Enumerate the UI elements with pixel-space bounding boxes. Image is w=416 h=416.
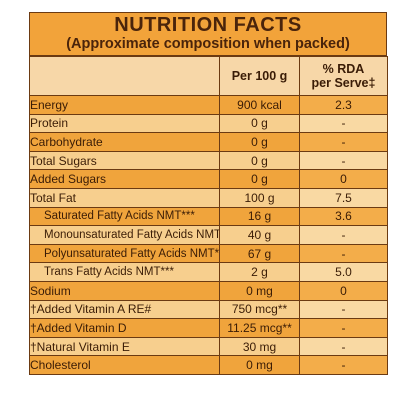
table-row: †Natural Vitamin E 30 mg -	[29, 336, 388, 357]
nutrient-value: 11.25 mcg**	[219, 318, 300, 338]
nutrient-rda: -	[299, 132, 388, 152]
nutrient-value: 0 mg	[219, 280, 300, 301]
nutrition-header: NUTRITION FACTS (Approximate composition…	[29, 12, 387, 56]
nutrient-rda: 0	[299, 169, 388, 189]
table-row: Carbohydrate 0 g -	[29, 132, 388, 152]
nutrient-rda: 7.5	[299, 187, 388, 208]
nutrition-table: Per 100 g % RDA per Serve‡ Energy 900 kca…	[29, 56, 388, 375]
nutrient-name: †Natural Vitamin E	[29, 336, 220, 357]
nutrient-rda: -	[299, 355, 388, 375]
per-100g-column-header: Per 100 g	[219, 56, 300, 96]
nutrient-rda: -	[299, 225, 388, 245]
nutrition-title: NUTRITION FACTS	[114, 14, 302, 36]
table-row: Total Fat 100 g 7.5	[29, 187, 388, 208]
nutrient-rda: -	[299, 318, 388, 338]
nutrient-rda: -	[299, 336, 388, 357]
table-row: Cholesterol 0 mg -	[29, 355, 388, 375]
nutrient-value: 750 mcg**	[219, 299, 300, 320]
table-row: Added Sugars 0 g 0	[29, 169, 388, 189]
nutrient-rda: 2.3	[299, 95, 388, 115]
nutrient-name: Trans Fatty Acids NMT***	[29, 262, 220, 282]
nutrient-rda: 5.0	[299, 262, 388, 282]
table-header-row: Per 100 g % RDA per Serve‡	[29, 56, 388, 96]
nutrient-name: †Added Vitamin D	[29, 318, 220, 338]
nutrient-value: 0 g	[219, 132, 300, 152]
table-row: Polyunsaturated Fatty Acids NMT*** 67 g …	[29, 243, 388, 264]
nutrient-value: 0 g	[219, 169, 300, 189]
nutrient-name: Carbohydrate	[29, 132, 220, 152]
nutrient-value: 16 g	[219, 206, 300, 227]
nutrient-value: 2 g	[219, 262, 300, 282]
table-row: Trans Fatty Acids NMT*** 2 g 5.0	[29, 262, 388, 282]
nutrient-name: Sodium	[29, 280, 220, 301]
nutrient-name: Total Fat	[29, 187, 220, 208]
table-row: †Added Vitamin D 11.25 mcg** -	[29, 318, 388, 338]
nutrient-name: Added Sugars	[29, 169, 220, 189]
nutrient-name: Saturated Fatty Acids NMT***	[29, 206, 220, 227]
nutrient-value: 0 g	[219, 113, 300, 134]
nutrition-subtitle: (Approximate composition when packed)	[66, 36, 350, 52]
nutrient-name: †Added Vitamin A RE#	[29, 299, 220, 320]
nutrient-name: Total Sugars	[29, 150, 220, 171]
nutrient-rda: 3.6	[299, 206, 388, 227]
nutrient-rda: 0	[299, 280, 388, 301]
table-row: Total Sugars 0 g -	[29, 150, 388, 171]
nutrient-value: 67 g	[219, 243, 300, 264]
nutrient-value: 30 mg	[219, 336, 300, 357]
nutrient-value: 0 g	[219, 150, 300, 171]
nutrient-rda: -	[299, 243, 388, 264]
nutrient-name: Energy	[29, 95, 220, 115]
nutrient-rda: -	[299, 299, 388, 320]
nutrient-value: 40 g	[219, 225, 300, 245]
nutrient-name: Monounsaturated Fatty Acids NMT***	[29, 225, 220, 245]
nutrient-name: Polyunsaturated Fatty Acids NMT***	[29, 243, 220, 264]
nutrient-name: Cholesterol	[29, 355, 220, 375]
table-row: Monounsaturated Fatty Acids NMT*** 40 g …	[29, 225, 388, 245]
rda-column-header: % RDA per Serve‡	[299, 56, 388, 96]
table-row: Protein 0 g -	[29, 113, 388, 134]
nutrient-value: 900 kcal	[219, 95, 300, 115]
table-row: Energy 900 kcal 2.3	[29, 95, 388, 115]
nutrient-value: 100 g	[219, 187, 300, 208]
table-row: †Added Vitamin A RE# 750 mcg** -	[29, 299, 388, 320]
nutrient-rda: -	[299, 150, 388, 171]
nutrient-column-header	[29, 56, 220, 96]
table-row: Sodium 0 mg 0	[29, 280, 388, 301]
nutrient-rda: -	[299, 113, 388, 134]
nutrient-value: 0 mg	[219, 355, 300, 375]
nutrient-name: Protein	[29, 113, 220, 134]
table-row: Saturated Fatty Acids NMT*** 16 g 3.6	[29, 206, 388, 227]
